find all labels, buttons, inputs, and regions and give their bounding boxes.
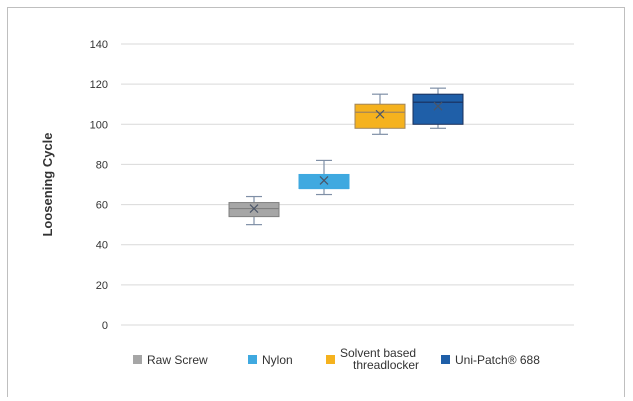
legend-swatch bbox=[248, 355, 257, 364]
legend-label: Nylon bbox=[262, 353, 293, 367]
y-axis: 0 20 40 60 80 100 120 140 bbox=[90, 39, 108, 332]
y-tick-label: 20 bbox=[96, 280, 108, 292]
y-tick-label: 0 bbox=[102, 320, 108, 332]
legend-label: Uni-Patch® 688 bbox=[455, 353, 540, 367]
iqr-box bbox=[354, 103, 406, 129]
legend-item: Uni-Patch® 688 bbox=[441, 353, 540, 367]
legend-swatch bbox=[326, 355, 335, 364]
chart-frame: 0 20 40 60 80 100 120 140 Loosening Cycle Raw S… bbox=[7, 7, 625, 397]
y-tick-label: 60 bbox=[96, 200, 108, 212]
legend-swatch bbox=[441, 355, 450, 364]
box-1 bbox=[298, 159, 350, 196]
box-3 bbox=[412, 87, 464, 129]
y-tick-label: 120 bbox=[90, 79, 108, 91]
mean-marker bbox=[249, 204, 259, 214]
iqr-box bbox=[228, 202, 280, 218]
legend-label: Raw Screw bbox=[147, 353, 208, 367]
legend-label: Solvent based bbox=[340, 346, 416, 360]
iqr-box bbox=[412, 93, 464, 125]
box-series bbox=[228, 87, 464, 226]
y-tick-label: 40 bbox=[96, 240, 108, 252]
mean-marker bbox=[433, 101, 443, 111]
iqr-box bbox=[298, 173, 350, 190]
gridlines bbox=[121, 43, 574, 326]
mean-marker bbox=[375, 109, 385, 119]
y-axis-label: Loosening Cycle bbox=[40, 132, 55, 236]
legend-swatch bbox=[133, 355, 142, 364]
box-plot-chart: 0 20 40 60 80 100 120 140 Loosening Cycle Raw S… bbox=[40, 39, 574, 372]
legend-item: Raw Screw bbox=[133, 353, 208, 367]
box-2 bbox=[354, 93, 406, 135]
y-tick-label: 140 bbox=[90, 39, 108, 51]
mean-marker bbox=[319, 176, 329, 185]
y-tick-label: 80 bbox=[96, 159, 108, 171]
box-0 bbox=[228, 195, 280, 226]
legend-label: threadlocker bbox=[353, 358, 419, 372]
y-tick-label: 100 bbox=[90, 119, 108, 131]
legend-item: Nylon bbox=[248, 353, 293, 367]
